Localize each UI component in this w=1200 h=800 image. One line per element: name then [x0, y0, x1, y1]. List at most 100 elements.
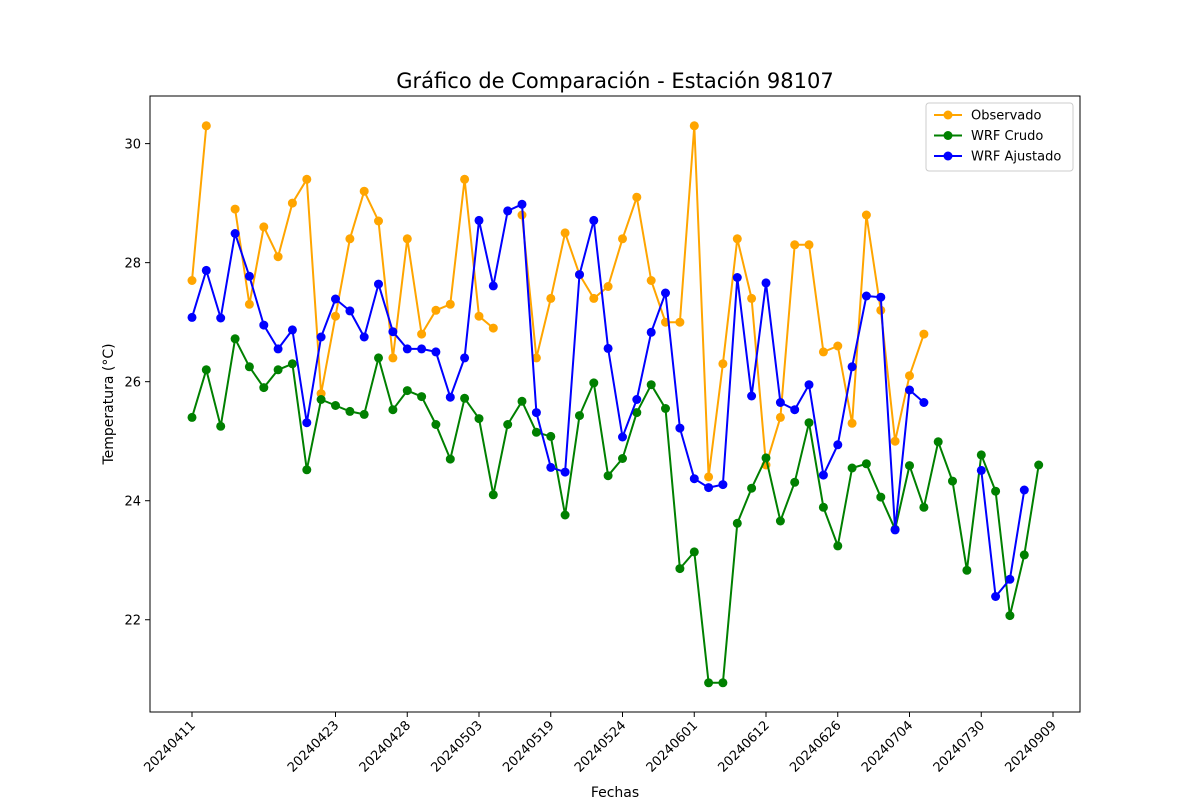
data-point-wrf-ajustado	[244, 271, 254, 281]
data-point-wrf-ajustado	[704, 483, 714, 493]
legend-label-observado: Observado	[971, 109, 1042, 124]
data-point-wrf-ajustado	[991, 592, 1001, 601]
data-point-wrf-crudo	[632, 408, 642, 418]
x-axis-label: Fechas	[591, 785, 639, 800]
x-tick-label: 20240704	[859, 718, 916, 775]
data-point-wrf-crudo	[201, 365, 211, 375]
data-point-observado	[431, 305, 441, 315]
data-point-wrf-crudo	[732, 518, 742, 528]
data-point-observado	[402, 234, 412, 244]
data-point-wrf-ajustado	[431, 347, 441, 357]
data-point-wrf-crudo	[603, 471, 613, 481]
data-point-wrf-crudo	[287, 359, 297, 369]
legend-label-wrf-ajustado: WRF Ajustado	[971, 150, 1061, 165]
data-point-wrf-ajustado	[302, 418, 312, 428]
x-tick-label: 20240730	[931, 718, 988, 775]
data-point-wrf-crudo	[833, 541, 843, 551]
data-point-wrf-ajustado	[818, 470, 828, 480]
data-point-wrf-crudo	[718, 678, 728, 688]
data-point-wrf-ajustado	[546, 462, 556, 472]
plot-frame	[149, 95, 1081, 713]
data-point-wrf-ajustado	[460, 353, 470, 363]
series-line-observado	[191, 125, 208, 281]
legend-label-wrf-crudo: WRF Crudo	[971, 129, 1043, 144]
data-point-wrf-crudo	[316, 395, 326, 404]
data-point-wrf-ajustado	[747, 391, 757, 401]
data-point-wrf-crudo	[302, 465, 312, 475]
data-point-wrf-crudo	[331, 401, 340, 410]
data-point-wrf-crudo	[431, 420, 441, 429]
data-point-wrf-crudo	[790, 477, 800, 487]
data-point-wrf-crudo	[761, 453, 771, 463]
data-point-observado	[345, 234, 355, 244]
data-point-wrf-ajustado	[675, 423, 685, 433]
data-point-wrf-ajustado	[331, 294, 340, 304]
data-point-wrf-crudo	[488, 490, 498, 500]
data-point-observado	[704, 472, 714, 482]
data-point-wrf-ajustado	[488, 281, 498, 291]
data-point-observado	[287, 198, 297, 208]
data-point-wrf-ajustado	[646, 327, 656, 337]
data-point-observado	[417, 329, 427, 339]
data-point-wrf-ajustado	[661, 288, 670, 298]
data-point-wrf-ajustado	[718, 480, 728, 490]
data-point-wrf-ajustado	[632, 395, 642, 404]
data-point-wrf-crudo	[905, 461, 914, 471]
data-point-wrf-ajustado	[187, 312, 197, 322]
y-tick-label: 26	[124, 376, 141, 391]
data-point-wrf-crudo	[345, 406, 355, 416]
data-point-wrf-crudo	[861, 459, 871, 469]
data-point-wrf-ajustado	[359, 332, 369, 342]
legend-marker-observado	[943, 110, 953, 120]
data-point-wrf-crudo	[374, 353, 383, 363]
data-point-observado	[474, 311, 484, 321]
data-point-observado	[732, 234, 742, 244]
data-point-wrf-crudo	[474, 414, 484, 424]
data-point-observado	[388, 353, 398, 363]
data-point-wrf-crudo	[962, 565, 972, 575]
data-point-observado	[273, 252, 283, 262]
x-tick-label: 20240524	[572, 718, 629, 775]
data-point-wrf-ajustado	[402, 344, 412, 354]
legend-marker-wrf-crudo	[943, 131, 953, 140]
data-point-wrf-ajustado	[503, 206, 513, 216]
data-point-observado	[804, 240, 814, 250]
data-point-wrf-crudo	[818, 502, 828, 512]
legend-marker-wrf-ajustado	[943, 151, 953, 161]
data-point-observado	[187, 276, 197, 285]
data-point-wrf-ajustado	[517, 199, 527, 209]
data-point-wrf-crudo	[546, 431, 556, 441]
chart-title: Gráfico de Comparación - Estación 98107	[396, 69, 833, 93]
data-point-observado	[718, 359, 728, 369]
data-point-observado	[689, 121, 699, 131]
data-point-wrf-crudo	[933, 437, 943, 447]
data-point-observado	[302, 174, 312, 184]
data-point-wrf-crudo	[460, 393, 470, 403]
data-point-wrf-crudo	[747, 483, 757, 493]
data-point-wrf-ajustado	[531, 408, 541, 418]
series-line-wrf-ajustado	[980, 470, 1026, 598]
data-point-wrf-crudo	[804, 418, 814, 428]
data-point-observado	[790, 240, 800, 250]
data-point-wrf-crudo	[876, 492, 886, 502]
y-tick-label: 28	[124, 257, 141, 272]
data-point-observado	[747, 293, 757, 303]
data-point-wrf-crudo	[646, 380, 656, 390]
data-point-wrf-ajustado	[732, 273, 742, 282]
legend: Observado WRF Crudo WRF Ajustado	[925, 102, 1074, 172]
y-tick-label: 24	[124, 495, 141, 510]
x-tick-label: 20240411	[141, 718, 198, 775]
data-point-wrf-crudo	[948, 476, 957, 486]
data-point-observado	[531, 353, 541, 363]
data-point-observado	[460, 174, 470, 184]
data-point-observado	[905, 371, 914, 381]
data-point-wrf-crudo	[273, 365, 283, 375]
data-point-observado	[603, 282, 613, 291]
data-point-wrf-ajustado	[847, 362, 857, 372]
data-point-observado	[675, 317, 685, 327]
data-point-wrf-crudo	[1005, 611, 1015, 621]
data-point-observado	[546, 293, 556, 303]
data-point-observado	[919, 329, 929, 339]
data-point-wrf-ajustado	[919, 398, 929, 407]
